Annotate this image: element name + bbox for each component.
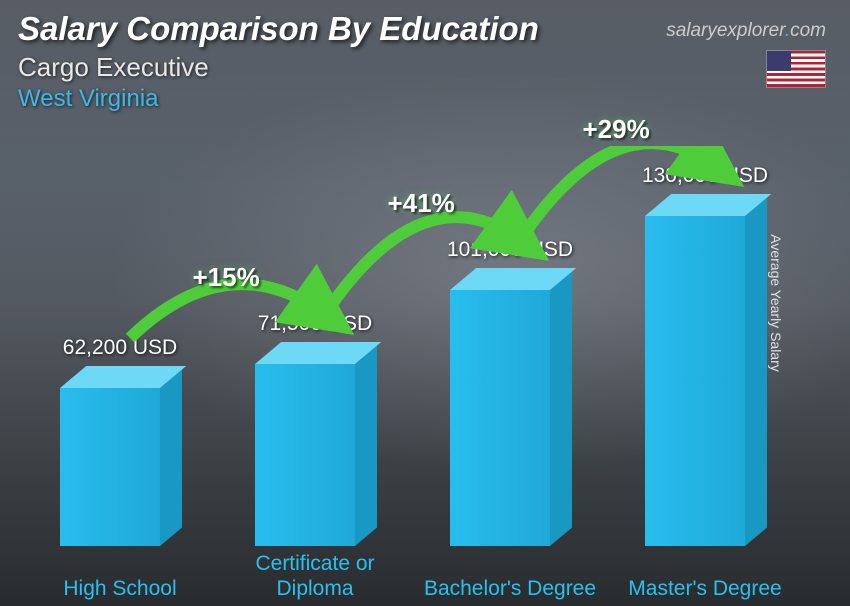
increase-percent-label: +15% bbox=[193, 262, 260, 293]
bar-chart: 62,200 USDHigh School71,500 USDCertifica… bbox=[40, 146, 810, 546]
bar-value-label: 71,500 USD bbox=[225, 312, 405, 336]
brand-tld: com bbox=[790, 20, 826, 41]
bar-front-face bbox=[450, 290, 550, 546]
increase-percent-label: +29% bbox=[583, 114, 650, 145]
bar-side-face bbox=[160, 370, 182, 546]
bar-category-label: Master's Degree bbox=[615, 576, 795, 601]
bar-category-label: High School bbox=[30, 576, 210, 601]
bar-value-label: 101,000 USD bbox=[420, 238, 600, 262]
bar-front-face bbox=[645, 216, 745, 546]
country-flag-icon bbox=[766, 50, 826, 88]
bar-value-label: 62,200 USD bbox=[30, 336, 210, 360]
page-location: West Virginia bbox=[18, 85, 539, 113]
bar-front-face bbox=[255, 364, 355, 546]
bar-category-label: Certificate or Diploma bbox=[225, 551, 405, 601]
header: Salary Comparison By Education Cargo Exe… bbox=[18, 10, 539, 113]
brand-name: salaryexplorer bbox=[666, 20, 785, 41]
bar-side-face bbox=[745, 198, 767, 546]
page-title: Salary Comparison By Education bbox=[18, 10, 539, 48]
bar-front-face bbox=[60, 388, 160, 546]
bar-value-label: 130,000 USD bbox=[615, 164, 795, 188]
bar-side-face bbox=[550, 272, 572, 546]
increase-percent-label: +41% bbox=[388, 188, 455, 219]
bar-category-label: Bachelor's Degree bbox=[420, 576, 600, 601]
bar-side-face bbox=[355, 346, 377, 546]
brand-logo: salaryexplorer.com bbox=[666, 20, 826, 42]
page-subtitle: Cargo Executive bbox=[18, 52, 539, 83]
